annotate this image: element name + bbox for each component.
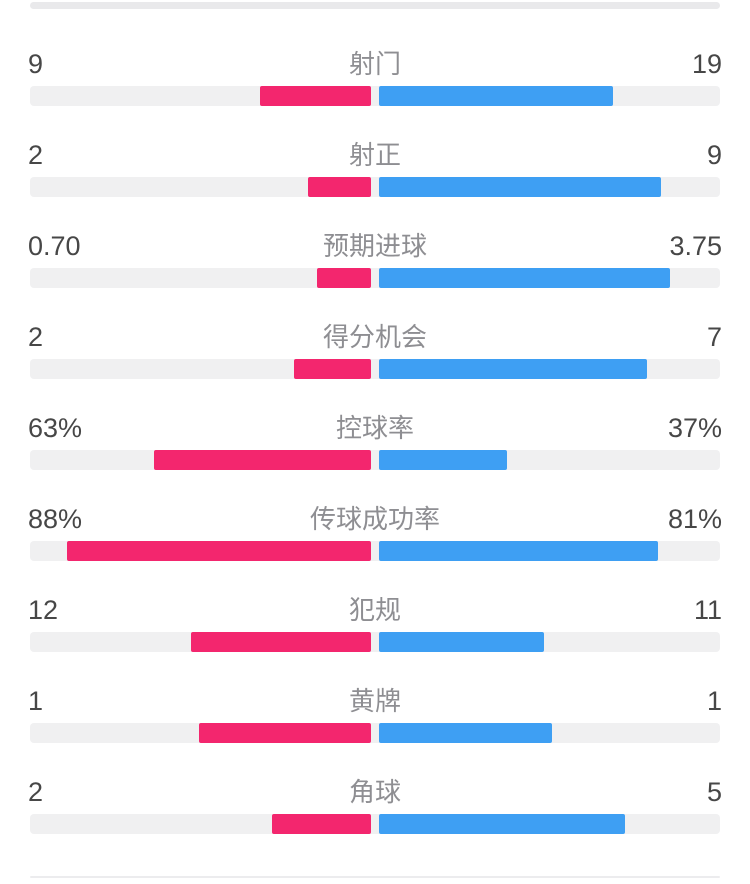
away-bar (379, 632, 544, 652)
away-bar (379, 359, 648, 379)
away-bar (379, 541, 659, 561)
bottom-divider (30, 876, 720, 878)
away-value: 5 (706, 777, 722, 807)
previous-row-bar-cutoff (30, 2, 720, 9)
stat-row-shots: 9 射门 19 (0, 49, 750, 106)
stat-row-big-chances: 2 得分机会 7 (0, 322, 750, 379)
stat-row-pass-accuracy: 88% 传球成功率 81% (0, 504, 750, 561)
stat-bar-track (30, 177, 720, 197)
stat-label: 预期进球 (322, 231, 428, 261)
home-bar (260, 86, 371, 106)
stat-row-yellow-cards: 1 黄牌 1 (0, 686, 750, 743)
home-bar (294, 359, 371, 379)
stat-bar-track (30, 632, 720, 652)
stat-label: 控球率 (335, 413, 415, 443)
away-bar (379, 177, 662, 197)
stat-label: 射正 (348, 140, 402, 170)
stat-head: 2 角球 5 (0, 777, 750, 808)
home-value: 2 (28, 777, 44, 807)
away-value: 1 (706, 686, 722, 716)
stat-head: 9 射门 19 (0, 49, 750, 80)
away-bar (379, 814, 626, 834)
home-bar (316, 268, 371, 288)
away-bar (379, 86, 614, 106)
away-value: 37% (667, 413, 722, 443)
stat-row-possession: 63% 控球率 37% (0, 413, 750, 470)
away-bar (379, 268, 670, 288)
home-value: 9 (28, 49, 44, 79)
home-bar (67, 541, 371, 561)
home-value: 88% (28, 504, 83, 534)
stat-bar-track (30, 723, 720, 743)
away-bar (379, 450, 507, 470)
away-value: 7 (706, 322, 722, 352)
stat-label: 得分机会 (322, 322, 428, 352)
stat-row-shots-on-target: 2 射正 9 (0, 140, 750, 197)
home-bar (153, 450, 371, 470)
away-bar (379, 723, 552, 743)
home-value: 2 (28, 322, 44, 352)
away-value: 81% (667, 504, 722, 534)
stat-label: 犯规 (348, 595, 402, 625)
stat-bar-track (30, 450, 720, 470)
home-value: 0.70 (28, 231, 81, 261)
away-value: 19 (691, 49, 722, 79)
match-stats-list: 9 射门 19 2 射正 9 0.70 预期进球 3.75 (0, 49, 750, 834)
away-value: 3.75 (669, 231, 722, 261)
home-value: 1 (28, 686, 44, 716)
stat-label: 黄牌 (348, 686, 402, 716)
home-bar (272, 814, 371, 834)
home-bar (198, 723, 371, 743)
stat-head: 2 得分机会 7 (0, 322, 750, 353)
stat-head: 63% 控球率 37% (0, 413, 750, 444)
home-bar (190, 632, 371, 652)
stat-row-fouls: 12 犯规 11 (0, 595, 750, 652)
stat-bar-track (30, 814, 720, 834)
away-value: 9 (706, 140, 722, 170)
stat-head: 2 射正 9 (0, 140, 750, 171)
home-value: 63% (28, 413, 83, 443)
stat-head: 0.70 预期进球 3.75 (0, 231, 750, 262)
stat-row-expected-goals: 0.70 预期进球 3.75 (0, 231, 750, 288)
stat-head: 12 犯规 11 (0, 595, 750, 626)
home-value: 12 (28, 595, 59, 625)
stat-head: 1 黄牌 1 (0, 686, 750, 717)
home-value: 2 (28, 140, 44, 170)
stat-bar-track (30, 268, 720, 288)
stat-bar-track (30, 359, 720, 379)
away-value: 11 (693, 595, 722, 625)
home-bar (308, 177, 371, 197)
stat-bar-track (30, 541, 720, 561)
stat-head: 88% 传球成功率 81% (0, 504, 750, 535)
stat-bar-track (30, 86, 720, 106)
stat-row-corners: 2 角球 5 (0, 777, 750, 834)
stat-label: 传球成功率 (309, 504, 441, 534)
stat-label: 角球 (348, 777, 402, 807)
stat-label: 射门 (348, 49, 402, 79)
